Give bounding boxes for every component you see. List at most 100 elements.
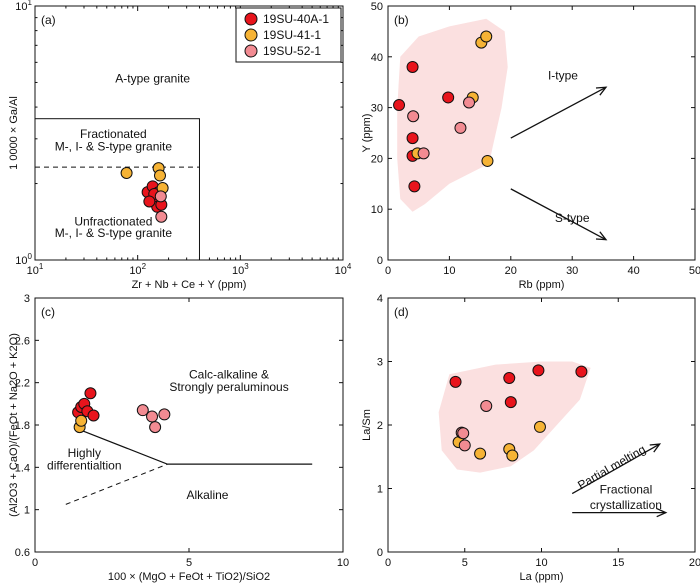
data-point [480,399,493,412]
x-tick-label: 104 [335,262,352,277]
y-tick-label: 50 [371,1,383,13]
data-point [155,210,168,223]
plot-frame [387,5,696,261]
y-tick-label: 101 [15,0,32,13]
trend-arrow-line [571,443,661,495]
panel-label: (d) [394,305,409,319]
x-axis-label: Zr + Nb + Ce + Y (ppm) [132,279,247,291]
field-annotation: M-, I- & S-type granite [55,226,173,240]
data-point [120,167,133,180]
data-point [408,180,421,193]
y-tick-label: 1.8 [15,420,30,432]
boundary-dashed-line [65,463,168,505]
data-point [158,408,171,421]
legend-label: 19SU-41-1 [263,28,321,42]
legend: 19SU-40A-1 19SU-41-1 19SU-52-1 [235,7,342,63]
trend-arrow-line [510,188,607,241]
data-point [458,439,471,452]
data-point [480,30,493,43]
data-point [481,154,494,167]
data-point [406,60,419,73]
y-axis-label: 1 0000 × Ga/Al [8,96,20,170]
y-axis-label: (Al2O3 + CaO)/(FeOt + Na2O + K2O) [8,333,20,517]
field-annotation: Strongly peraluminous [169,380,288,394]
data-point [84,387,97,400]
data-point [575,365,588,378]
x-tick-label: 20 [505,265,517,277]
x-tick-label: 5 [186,557,192,569]
field-annotation: Alkaline [186,488,228,502]
data-point [407,110,420,123]
trend-arrow-head [595,231,608,241]
y-axis-label: Y (ppm) [361,114,373,153]
field-annotation: crystallization [590,498,662,512]
x-tick-label: 10 [443,265,455,277]
field-annotation: M-, I- & S-type granite [55,139,173,153]
y-tick-label: 3 [377,357,383,369]
data-point [533,420,546,433]
field-annotation: Fractional [600,483,653,497]
y-tick-label: 2.2 [15,378,30,390]
trend-arrow-head [656,507,668,518]
y-tick-label: 2.6 [15,335,30,347]
data-point [136,404,149,417]
x-tick-label: 50 [689,265,700,277]
y-tick-label: 20 [371,153,383,165]
data-point [87,409,100,422]
panel-label: (b) [394,13,409,27]
x-tick-label: 30 [566,265,578,277]
data-point [393,99,406,112]
data-point [149,421,162,434]
y-tick-label: 30 [371,103,383,115]
panel-label: (a) [41,13,56,27]
data-point [146,410,159,423]
x-tick-label: 15 [612,557,624,569]
field-annotation: Highly [68,446,101,460]
y-tick-label: 40 [371,52,383,64]
field-annotation: Unfractionated [74,214,152,228]
legend-marker [244,12,258,26]
legend-marker [244,44,258,58]
field-annotation: Calc-alkaline & [189,367,269,381]
data-point [75,414,88,427]
x-tick-label: 102 [129,262,146,277]
plot-frame [34,5,344,261]
data-point [463,96,476,109]
y-tick-label: 4 [377,293,383,305]
data-point [143,195,156,208]
y-tick-label: 0 [377,255,383,267]
legend-label: 19SU-52-1 [263,44,321,58]
data-point [504,396,517,409]
data-point [474,447,487,460]
x-tick-label: 101 [27,262,44,277]
data-point [503,372,516,385]
data-point [153,169,166,182]
field-annotation: differentialtion [47,458,122,472]
x-tick-label: 103 [232,262,249,277]
data-point [454,121,467,134]
field-annotation: I-type [548,69,578,83]
x-tick-label: 0 [385,265,391,277]
y-axis-label: La/Sm [361,409,373,441]
x-tick-label: 20 [689,557,700,569]
y-tick-label: 10 [371,204,383,216]
trend-arrow-line [510,86,607,139]
y-tick-label: 0.6 [15,547,30,559]
y-tick-label: 1 [377,484,383,496]
data-point [449,375,462,388]
x-tick-label: 10 [535,557,547,569]
x-axis-label: 100 × (MgO + FeOt + TiO2)/SiO2 [108,571,270,583]
y-tick-label: 2 [377,420,383,432]
data-point [154,190,167,203]
field-annotation: A-type granite [115,71,190,85]
x-axis-label: Rb (ppm) [519,279,565,291]
y-tick-label: 100 [15,252,32,267]
data-point [442,91,455,104]
x-axis-label: La (ppm) [519,571,563,583]
legend-label: 19SU-40A-1 [263,12,329,26]
trend-arrow-head [595,86,608,96]
x-tick-label: 40 [627,265,639,277]
trend-arrow-head [649,443,662,453]
